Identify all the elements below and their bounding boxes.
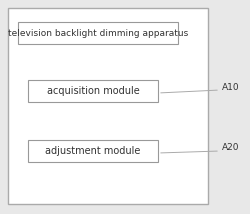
Text: A10: A10	[222, 83, 240, 92]
Text: A20: A20	[222, 144, 240, 153]
Text: adjustment module: adjustment module	[45, 146, 141, 156]
Text: acquisition module: acquisition module	[46, 86, 140, 96]
Bar	[28, 140, 158, 162]
Bar	[8, 8, 208, 204]
Bar	[18, 22, 178, 44]
Text: television backlight dimming apparatus: television backlight dimming apparatus	[8, 28, 188, 37]
Bar	[28, 80, 158, 102]
